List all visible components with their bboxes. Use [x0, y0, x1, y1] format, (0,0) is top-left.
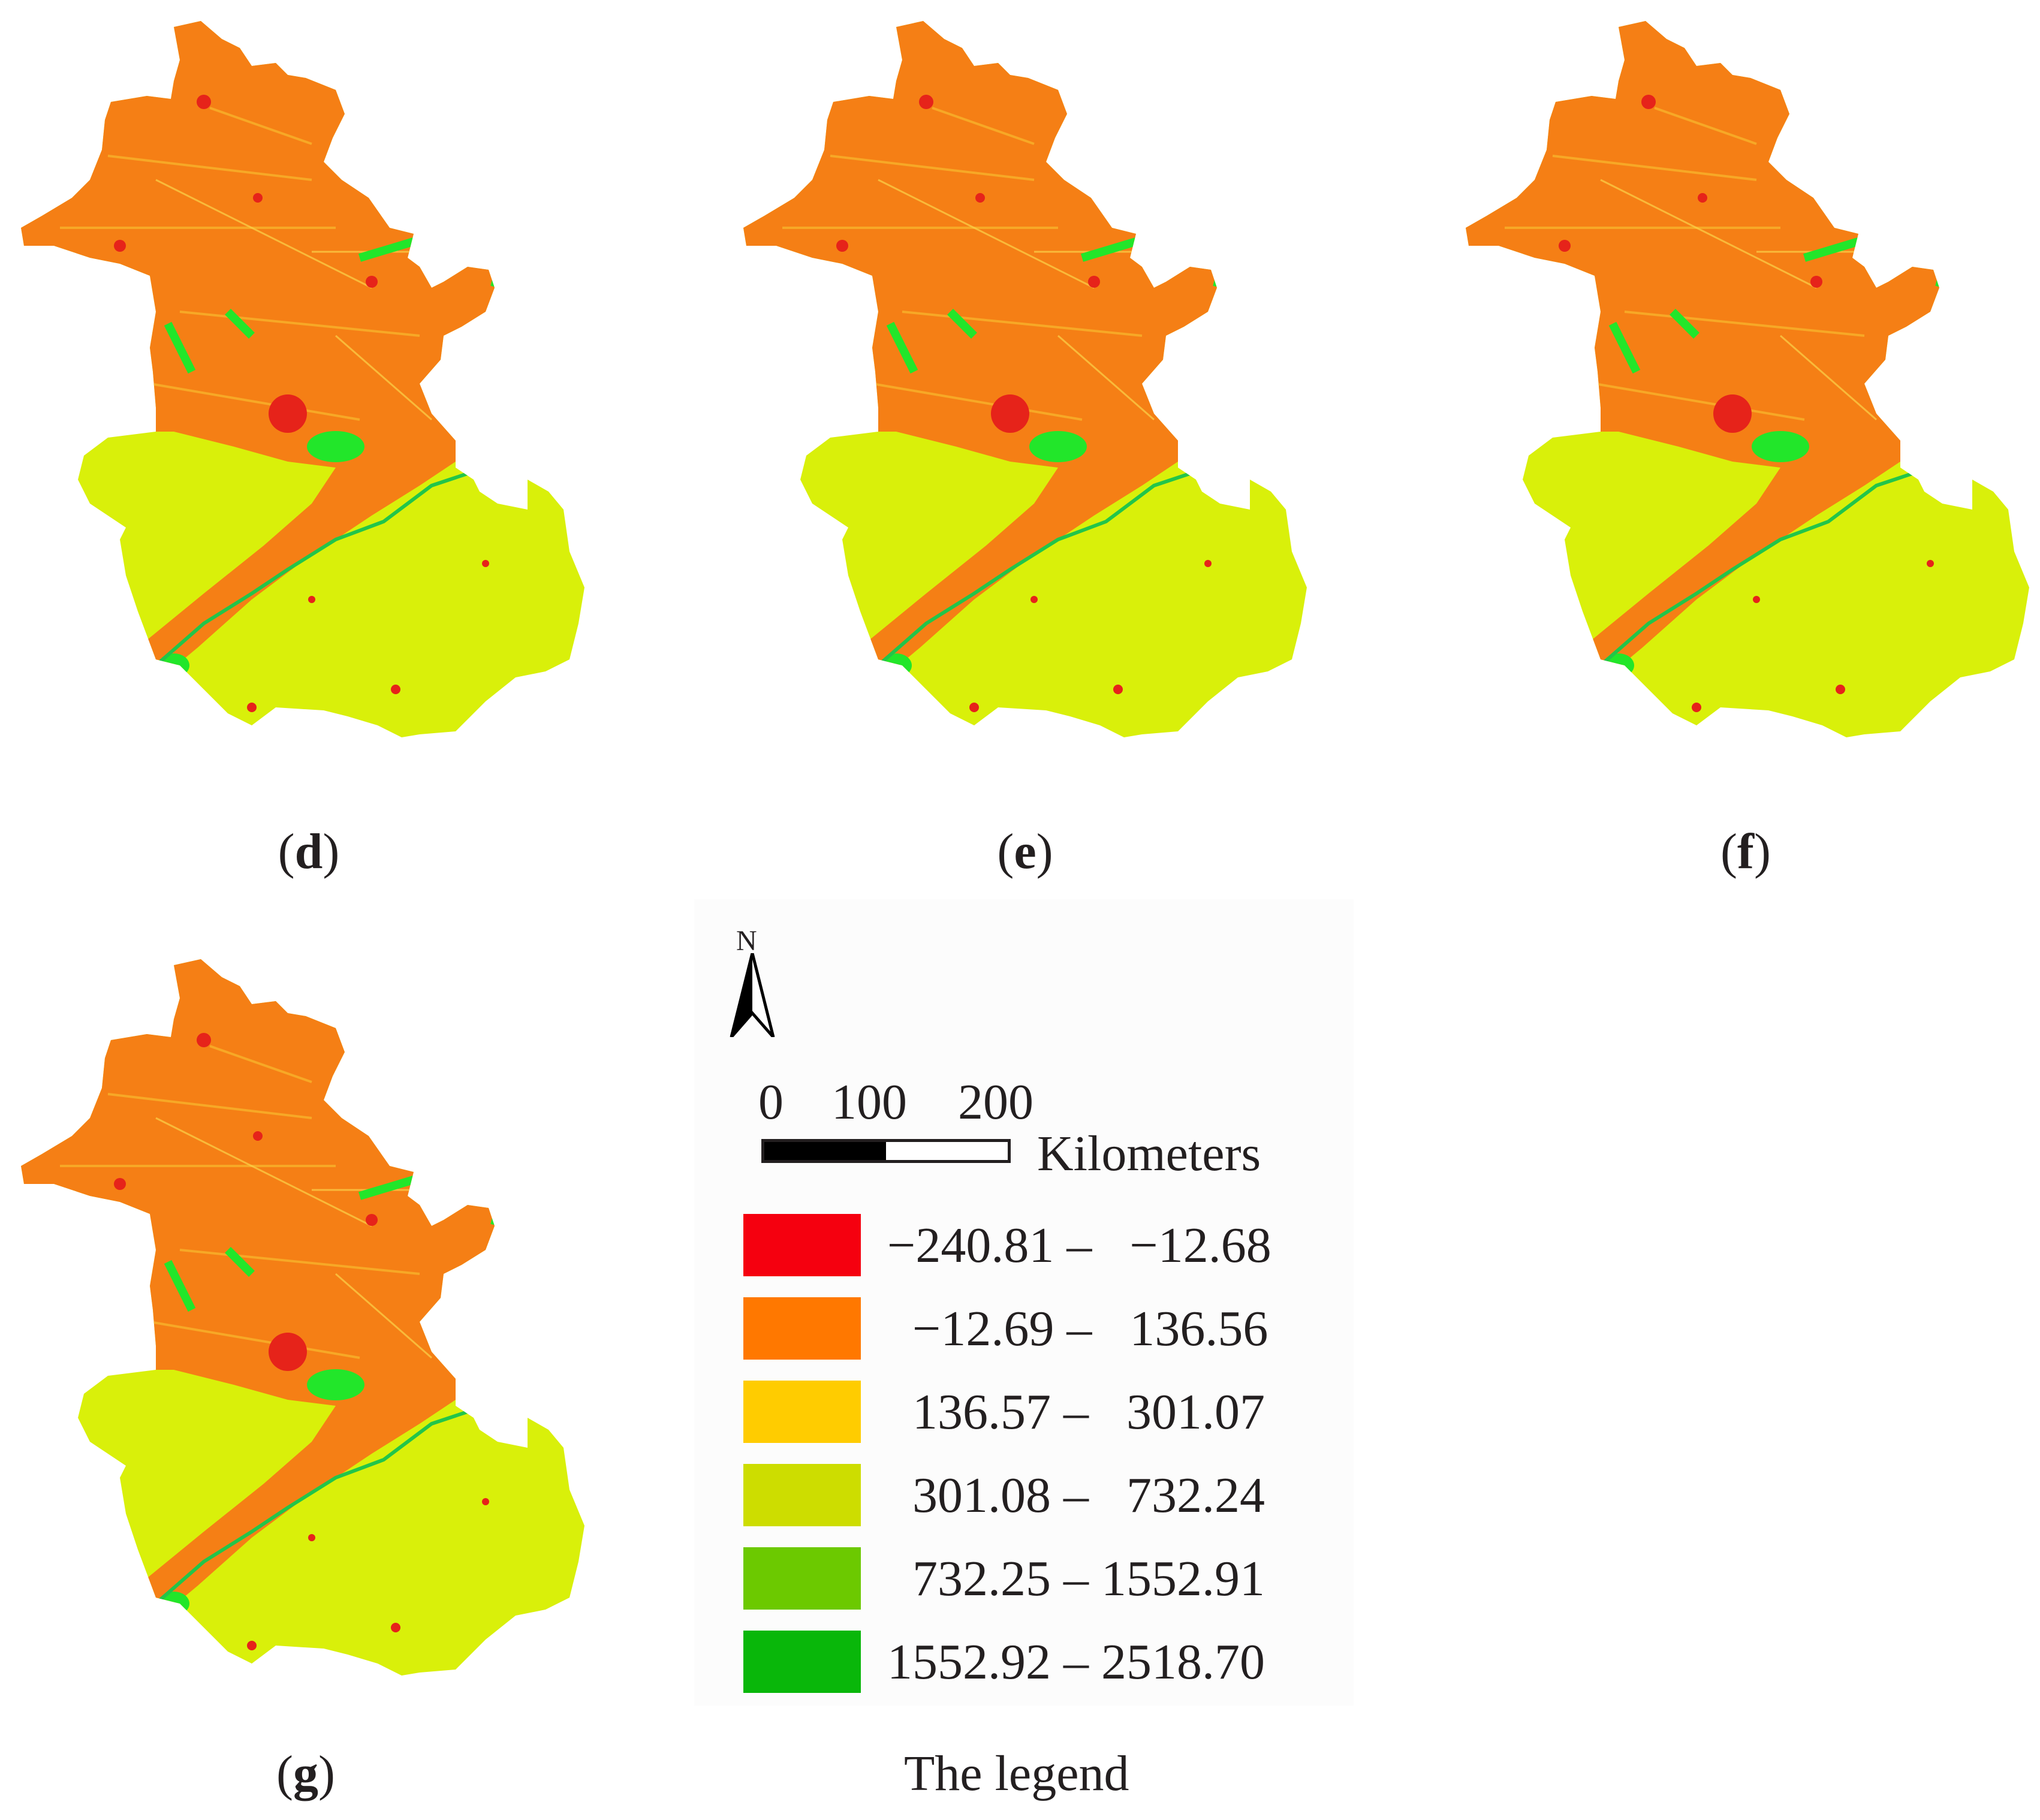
legend-range: 136.57 – 301.07 — [887, 1384, 1265, 1440]
legend-range: 732.25 – 1552.91 — [887, 1551, 1265, 1607]
caption-g: (g) — [276, 1746, 335, 1801]
legend-range: 301.08 – 732.24 — [887, 1468, 1265, 1523]
legend-swatch — [743, 1381, 861, 1443]
legend-class-2: −12.69 – 136.56 — [743, 1297, 1343, 1360]
scale-tick-200: 200 — [958, 1074, 1033, 1130]
legend-swatch — [743, 1464, 861, 1526]
legend-class-5: 732.25 – 1552.91 — [743, 1547, 1343, 1610]
legend-range: −12.69 – 136.56 — [887, 1301, 1268, 1357]
legend-range: 1552.92 – 2518.70 — [887, 1634, 1265, 1690]
caption-f: (f) — [1720, 824, 1771, 879]
legend-class-3: 136.57 – 301.07 — [743, 1381, 1343, 1443]
legend-swatch — [743, 1214, 861, 1276]
scale-tick-0: 0 — [758, 1074, 784, 1130]
legend-swatch — [743, 1547, 861, 1610]
legend-title: The legend — [904, 1746, 1129, 1801]
north-arrow-icon — [730, 953, 775, 1037]
north-label: N — [736, 925, 757, 957]
legend-swatch — [743, 1297, 861, 1360]
caption-d: (d) — [278, 824, 340, 879]
legend-swatch — [743, 1631, 861, 1693]
map-panel-f — [1445, 0, 2040, 737]
legend-class-6: 1552.92 – 2518.70 — [743, 1631, 1343, 1693]
scale-unit: Kilometers — [1037, 1126, 1261, 1182]
legend-class-4: 301.08 – 732.24 — [743, 1464, 1343, 1526]
map-panel-d — [0, 0, 599, 737]
scale-bar — [761, 1139, 1011, 1163]
legend-class-1: −240.81 – −12.68 — [743, 1214, 1343, 1276]
legend-range: −240.81 – −12.68 — [887, 1218, 1271, 1273]
map-panel-g — [0, 938, 599, 1676]
map-panel-e — [722, 0, 1322, 737]
caption-e: (e) — [997, 824, 1053, 879]
scale-tick-100: 100 — [831, 1074, 907, 1130]
